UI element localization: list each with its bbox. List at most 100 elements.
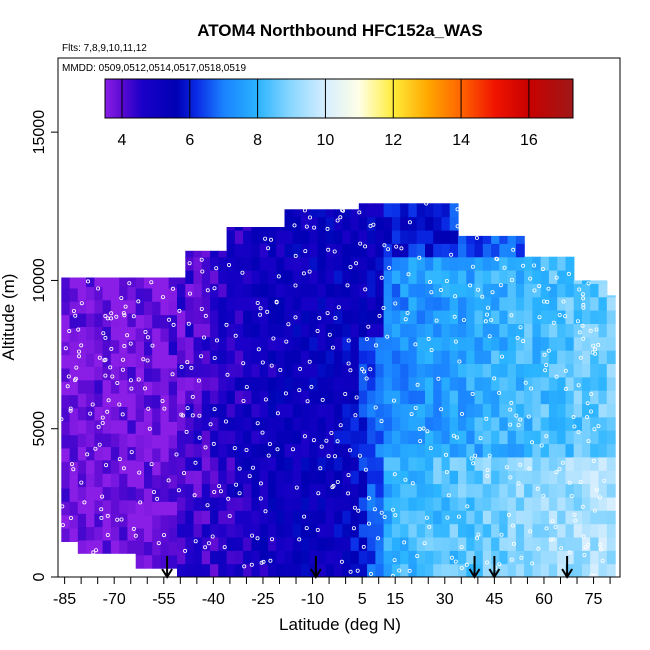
heatmap-cell [218, 283, 228, 298]
heatmap-cell [408, 416, 418, 431]
heatmap-cell [524, 537, 533, 551]
plot-area [59, 201, 616, 577]
heatmap-cell [160, 327, 170, 342]
heatmap-cell [185, 336, 195, 351]
heatmap-cell [292, 550, 302, 565]
heatmap-cell [400, 336, 410, 351]
heatmap-cell [243, 350, 252, 364]
sample-point [526, 414, 531, 419]
heatmap-cell [391, 390, 401, 405]
heatmap-cell [102, 499, 112, 514]
heatmap-cell [524, 550, 533, 565]
heatmap-cell [441, 270, 451, 284]
heatmap-cell [251, 510, 261, 525]
sample-point [218, 489, 223, 494]
heatmap-cell [441, 550, 451, 565]
sample-point [234, 482, 239, 487]
heatmap-cell [391, 230, 401, 244]
sample-point [179, 412, 184, 417]
heatmap-cell [400, 456, 410, 471]
chart-title: ATOM4 Northbound HFC152a_WAS [197, 21, 483, 40]
heatmap-cell [474, 416, 484, 431]
heatmap-cell [458, 350, 467, 364]
heatmap-cell [127, 299, 137, 314]
heatmap-cell [449, 550, 459, 565]
sample-point [422, 541, 427, 546]
heatmap-cell [350, 403, 360, 418]
profile-marker-arrow [310, 556, 322, 579]
sample-point [60, 523, 65, 528]
heatmap-layer [61, 203, 616, 577]
sample-point [212, 286, 217, 291]
heatmap-cell [201, 523, 211, 538]
heatmap-cell [375, 470, 385, 485]
sample-point [346, 473, 351, 478]
heatmap-cell [433, 430, 443, 445]
sample-point [548, 537, 553, 542]
heatmap-cell [606, 496, 616, 511]
heatmap-cell [425, 256, 434, 271]
heatmap-cell [573, 550, 583, 565]
heatmap-cell [276, 456, 286, 471]
heatmap-cell [325, 216, 335, 231]
heatmap-cell [573, 416, 583, 431]
heatmap-cell [102, 299, 112, 314]
heatmap-cell [466, 430, 476, 445]
heatmap-cell [317, 523, 327, 538]
heatmap-cell [119, 433, 129, 448]
heatmap-cell [86, 499, 95, 514]
heatmap-cell [540, 510, 550, 525]
heatmap-cell [573, 523, 583, 538]
heatmap-cell [400, 510, 410, 525]
heatmap-cell [152, 554, 162, 569]
heatmap-cell [69, 528, 79, 542]
heatmap-cell [491, 296, 500, 311]
heatmap-cell [416, 390, 426, 405]
heatmap-cell [391, 296, 401, 311]
sample-point [561, 299, 566, 304]
sample-point [542, 352, 547, 357]
heatmap-cell [350, 216, 360, 231]
heatmap-cell [94, 366, 104, 381]
heatmap-cell [284, 470, 294, 485]
heatmap-cell [77, 459, 87, 474]
heatmap-cell [276, 403, 286, 418]
heatmap-cell [292, 350, 302, 364]
heatmap-cell [474, 283, 484, 298]
heatmap-cell [135, 541, 145, 556]
sample-point [470, 391, 475, 396]
sample-point [417, 426, 422, 431]
heatmap-cell [441, 376, 451, 391]
heatmap-cell [193, 390, 203, 405]
heatmap-cell [515, 470, 525, 485]
heatmap-cell [284, 523, 294, 538]
sample-point [183, 548, 188, 553]
heatmap-cell [86, 379, 95, 394]
heatmap-cell [168, 461, 178, 476]
heatmap-cell [110, 299, 120, 314]
heatmap-cell [408, 336, 418, 351]
heatmap-cell [334, 563, 343, 577]
heatmap-cell [499, 456, 509, 471]
heatmap-cell [425, 403, 434, 418]
heatmap-cell [292, 523, 302, 538]
heatmap-cell [110, 366, 120, 381]
heatmap-cell [185, 390, 195, 405]
sample-point [222, 545, 227, 550]
sample-point [459, 545, 464, 550]
heatmap-cell [201, 390, 211, 405]
heatmap-cell [606, 483, 616, 498]
heatmap-cell [350, 483, 360, 498]
heatmap-cell [400, 470, 410, 485]
heatmap-cell [325, 323, 335, 338]
heatmap-cell [251, 550, 261, 565]
heatmap-cell [86, 286, 95, 301]
heatmap-cell [565, 323, 575, 338]
heatmap-cell [309, 256, 319, 271]
heatmap-cell [557, 270, 567, 284]
sample-point [360, 367, 365, 372]
heatmap-cell [391, 537, 401, 551]
heatmap-cell [168, 528, 178, 542]
heatmap-cell [532, 416, 542, 431]
heatmap-cell [573, 296, 583, 311]
